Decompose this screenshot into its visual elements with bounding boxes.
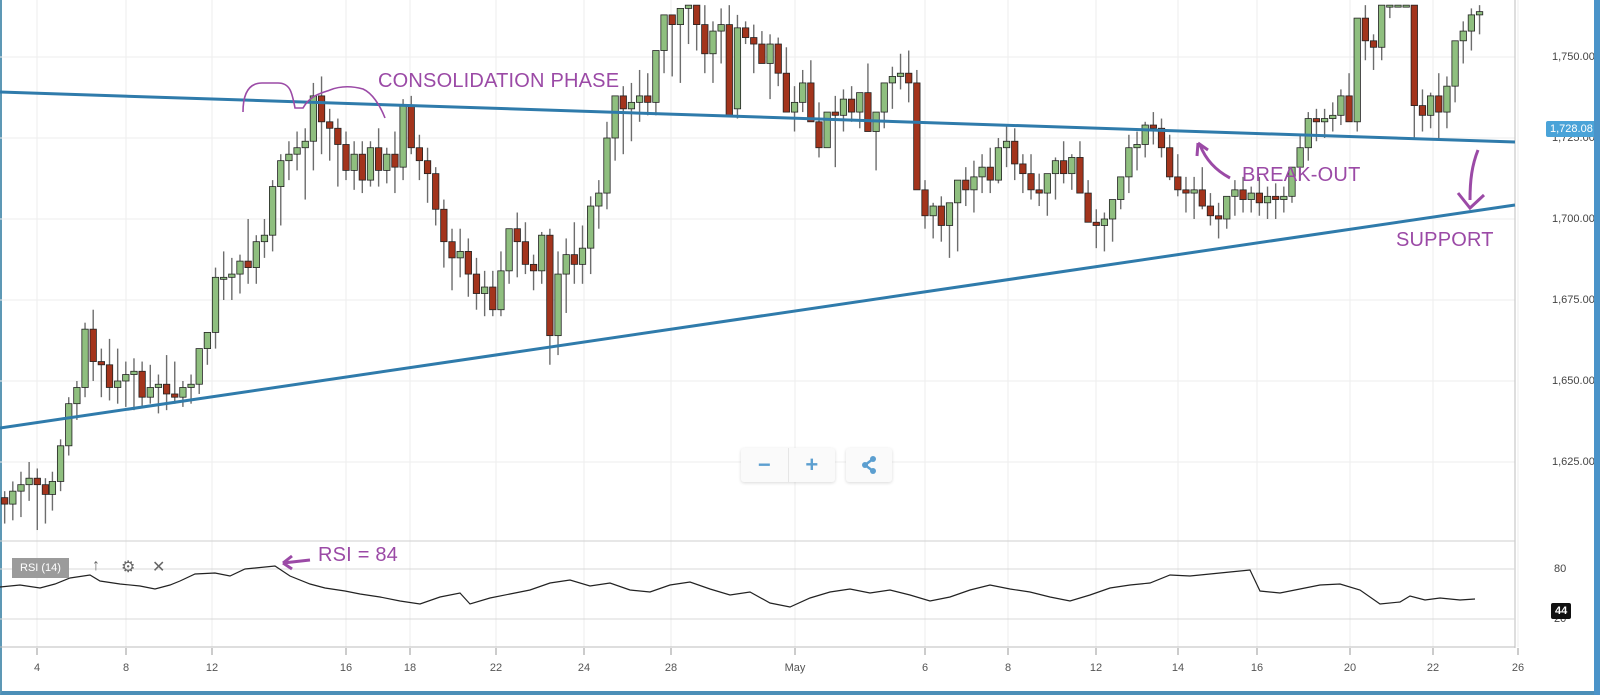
last-price-badge: 1,728.08 [1546,121,1597,137]
time-tick: 26 [1511,662,1525,674]
arrow-up-icon[interactable]: ↑ [92,557,100,574]
annotation-breakout: BREAK-OUT [1242,164,1361,186]
zoom-controls: − + [741,448,835,482]
right-edge-bar [1594,0,1600,695]
time-tick: 24 [577,662,591,674]
time-tick: 8 [1004,662,1012,674]
price-tick: 1,625.00 [1552,456,1595,468]
time-tick: 20 [1343,662,1357,674]
price-tick: 1,700.00 [1552,213,1595,225]
time-tick: May [784,662,806,674]
time-tick: 4 [33,662,41,674]
time-tick: 28 [664,662,678,674]
rsi-tick-80: 80 [1554,563,1567,575]
time-tick: 18 [403,662,417,674]
time-tick: 16 [1250,662,1264,674]
price-tick: 1,650.00 [1552,375,1595,387]
price-tick: 1,675.00 [1552,294,1595,306]
zoom-out-button[interactable]: − [757,452,771,477]
price-tick: 1,750.00 [1552,51,1595,63]
time-tick: 8 [122,662,130,674]
close-icon[interactable]: ✕ [152,559,166,576]
time-tick: 16 [339,662,353,674]
time-tick: 22 [489,662,503,674]
time-tick: 12 [1089,662,1103,674]
zoom-in-button[interactable]: + [787,448,836,482]
time-tick: 6 [921,662,929,674]
annotation-rsi: RSI = 84 [318,544,398,566]
share-icon [862,456,876,474]
time-tick: 22 [1426,662,1440,674]
rsi-value-badge: 44 [1551,603,1572,619]
time-tick: 14 [1171,662,1185,674]
gear-icon[interactable]: ⚙ [121,559,136,576]
share-button[interactable] [846,448,892,482]
rsi-legend-label[interactable]: RSI (14) [12,558,69,578]
annotation-support: SUPPORT [1396,229,1494,251]
annotation-consolidation: CONSOLIDATION PHASE [378,70,620,92]
time-tick: 12 [205,662,219,674]
